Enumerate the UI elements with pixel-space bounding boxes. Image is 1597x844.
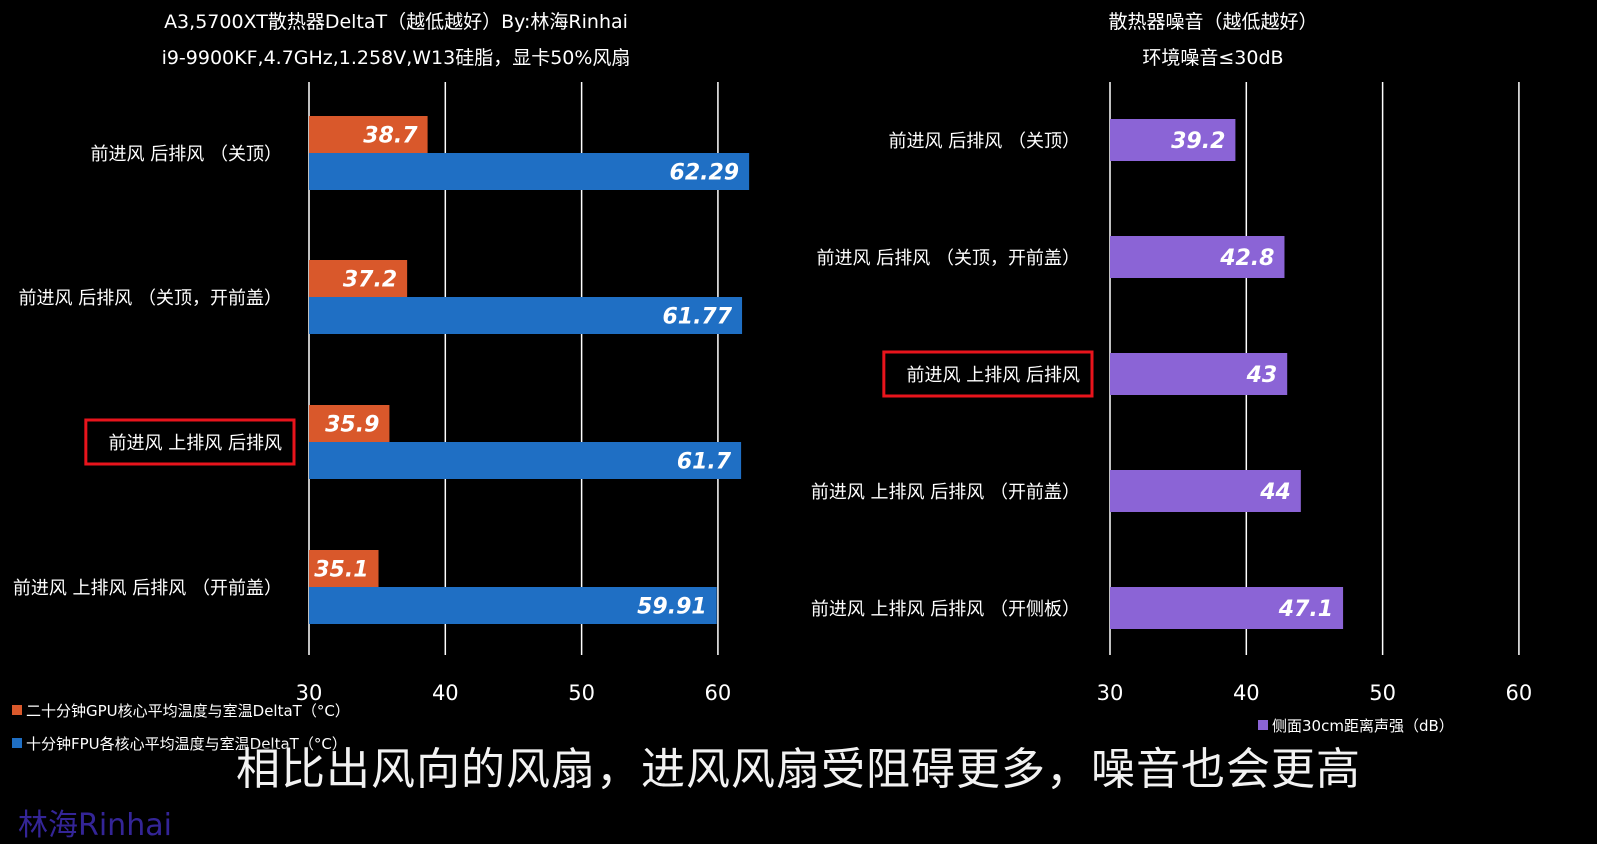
bar (1110, 353, 1288, 395)
data-label: 39.2 (1171, 129, 1225, 154)
bar (309, 550, 379, 587)
legend-swatch (12, 705, 22, 715)
legend-swatch (1258, 720, 1268, 730)
bar (1110, 470, 1301, 512)
video-subtitle: 相比出风向的风扇，进风风扇受阻碍更多，噪音也会更高 (236, 744, 1361, 795)
bar (1110, 587, 1344, 629)
data-label: 43 (1246, 363, 1278, 388)
bar (309, 405, 390, 442)
x-tick-label: 60 (705, 681, 732, 705)
x-tick-label: 40 (432, 681, 459, 705)
x-tick-label: 40 (1233, 681, 1260, 705)
legend-swatch (12, 738, 22, 748)
category-label: 前进风 后排风 （关顶，开前盖） (817, 248, 1080, 269)
category-label: 前进风 上排风 后排风 （开前盖） (811, 482, 1080, 503)
data-label: 44 (1259, 480, 1291, 505)
bar (309, 587, 717, 624)
x-tick-label: 60 (1506, 681, 1533, 705)
x-tick-label: 50 (568, 681, 595, 705)
data-label: 47.1 (1278, 597, 1333, 622)
data-label: 38.7 (363, 124, 418, 149)
data-label: 35.9 (325, 413, 379, 438)
legend-label: 侧面30cm距离声强（dB） (1272, 717, 1454, 735)
chart-title: A3,5700XT散热器DeltaT（越低越好）By:林海Rinhai (164, 11, 628, 33)
category-label: 前进风 上排风 后排风 (907, 365, 1080, 386)
category-label: 前进风 上排风 后排风 （开侧板） (811, 599, 1080, 620)
bar (309, 442, 742, 479)
x-tick-label: 30 (296, 681, 323, 705)
bar (309, 260, 408, 297)
data-label: 59.91 (637, 595, 707, 620)
category-label: 前进风 后排风 （关顶） (889, 131, 1080, 152)
bar (1110, 236, 1285, 278)
watermark: 林海Rinhai (18, 808, 172, 843)
x-tick-label: 30 (1097, 681, 1124, 705)
bar (309, 153, 750, 190)
chart-title: 散热器噪音（越低越好） (1108, 11, 1317, 33)
data-label: 62.29 (670, 161, 740, 186)
category-label: 前进风 后排风 （关顶，开前盖） (19, 288, 282, 309)
bar (1110, 119, 1236, 161)
category-label: 前进风 后排风 （关顶） (91, 144, 282, 165)
bar (309, 297, 743, 334)
data-label: 35.1 (314, 558, 368, 583)
x-tick-label: 50 (1369, 681, 1396, 705)
data-label: 37.2 (343, 268, 397, 293)
category-label: 前进风 上排风 后排风 (109, 433, 282, 454)
chart-subtitle: i9-9900KF,4.7GHz,1.258V,W13硅脂，显卡50%风扇 (162, 47, 631, 69)
data-label: 61.7 (677, 450, 732, 475)
highlight-box (84, 418, 296, 466)
category-label: 前进风 上排风 后排风 （开前盖） (13, 578, 282, 599)
bar (309, 116, 428, 153)
data-label: 42.8 (1219, 246, 1274, 271)
highlight-box (882, 350, 1094, 398)
data-label: 61.77 (662, 305, 732, 330)
chart-canvas: A3,5700XT散热器DeltaT（越低越好）By:林海Rinhai i9-99… (12, 11, 1533, 753)
chart-subtitle: 环境噪音≤30dB (1142, 47, 1283, 69)
legend-label: 二十分钟GPU核心平均温度与室温DeltaT（°C） (26, 702, 350, 720)
legend-label: 十分钟FPU各核心平均温度与室温DeltaT（°C） (26, 735, 347, 753)
